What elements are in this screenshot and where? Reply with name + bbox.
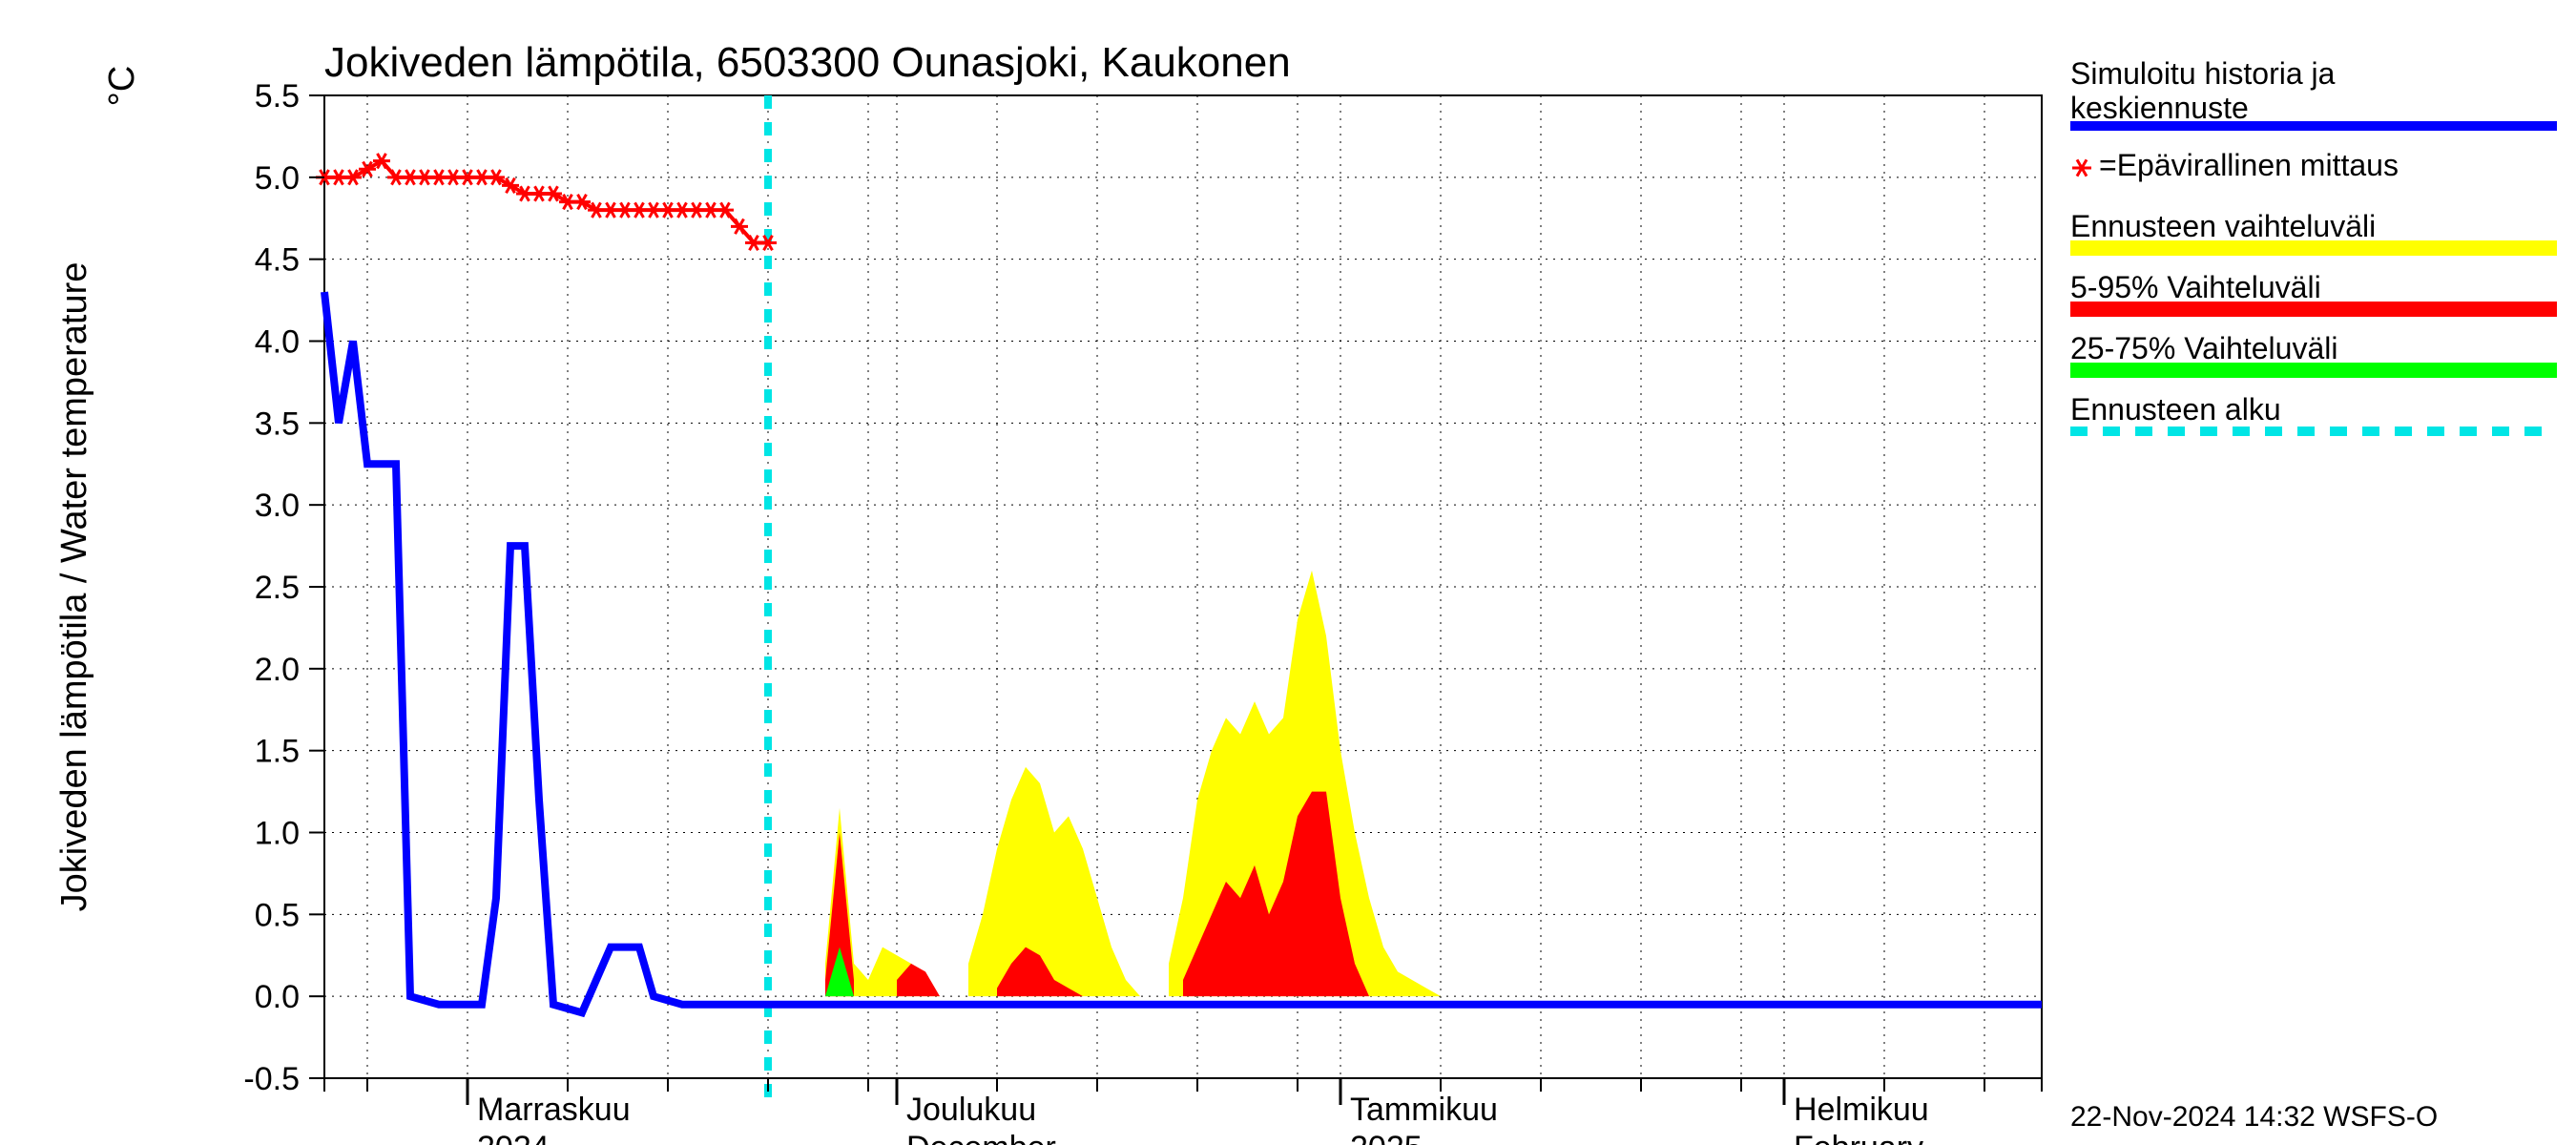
yaxis-unit: °C [102, 66, 142, 107]
xtick-sublabel: February [1794, 1130, 1923, 1145]
xtick-sublabel: 2024 [477, 1130, 550, 1145]
legend-label: Ennusteen vaihteluväli [2070, 209, 2376, 243]
legend-label: =Epävirallinen mittaus [2099, 148, 2399, 182]
ytick-label: 2.0 [255, 652, 300, 688]
ytick-label: 4.5 [255, 242, 300, 279]
ytick-label: -0.5 [243, 1061, 300, 1097]
footer-timestamp: 22-Nov-2024 14:32 WSFS-O [2070, 1101, 2438, 1133]
legend-swatch [2070, 302, 2557, 317]
legend-swatch [2070, 363, 2557, 378]
legend-label: Ennusteen alku [2070, 392, 2281, 427]
legend: Simuloitu historia jakeskiennuste =Epävir… [2070, 56, 2557, 431]
legend-label: keskiennuste [2070, 91, 2249, 125]
xtick-sublabel: December [906, 1130, 1056, 1145]
ytick-label: 4.0 [255, 324, 300, 361]
legend-label: 5-95% Vaihteluväli [2070, 270, 2321, 304]
ytick-label: 5.5 [255, 78, 300, 114]
ytick-label: 1.5 [255, 734, 300, 770]
ytick-label: 1.0 [255, 816, 300, 852]
legend-label: Simuloitu historia ja [2070, 56, 2336, 91]
ytick-label: 0.5 [255, 897, 300, 933]
chart-title: Jokiveden lämpötila, 6503300 Ounasjoki, … [324, 39, 1291, 86]
ytick-label: 3.0 [255, 488, 300, 524]
xtick-label: Joulukuu [906, 1092, 1036, 1128]
ytick-label: 0.0 [255, 979, 300, 1015]
ytick-label: 3.5 [255, 406, 300, 442]
xtick-label: Tammikuu [1350, 1092, 1498, 1128]
xtick-sublabel: 2025 [1350, 1130, 1423, 1145]
ytick-label: 5.0 [255, 160, 300, 197]
obs-series-line [324, 161, 768, 243]
xtick-label: Helmikuu [1794, 1092, 1929, 1128]
legend-swatch [2070, 240, 2557, 256]
xtick-label: Marraskuu [477, 1092, 631, 1128]
band-outer [968, 767, 1140, 996]
legend-obs-marker [2072, 159, 2091, 176]
ytick-label: 2.5 [255, 570, 300, 606]
legend-label: 25-75% Vaihteluväli [2070, 331, 2337, 365]
yaxis-title: Jokiveden lämpötila / Water temperature [54, 262, 94, 912]
